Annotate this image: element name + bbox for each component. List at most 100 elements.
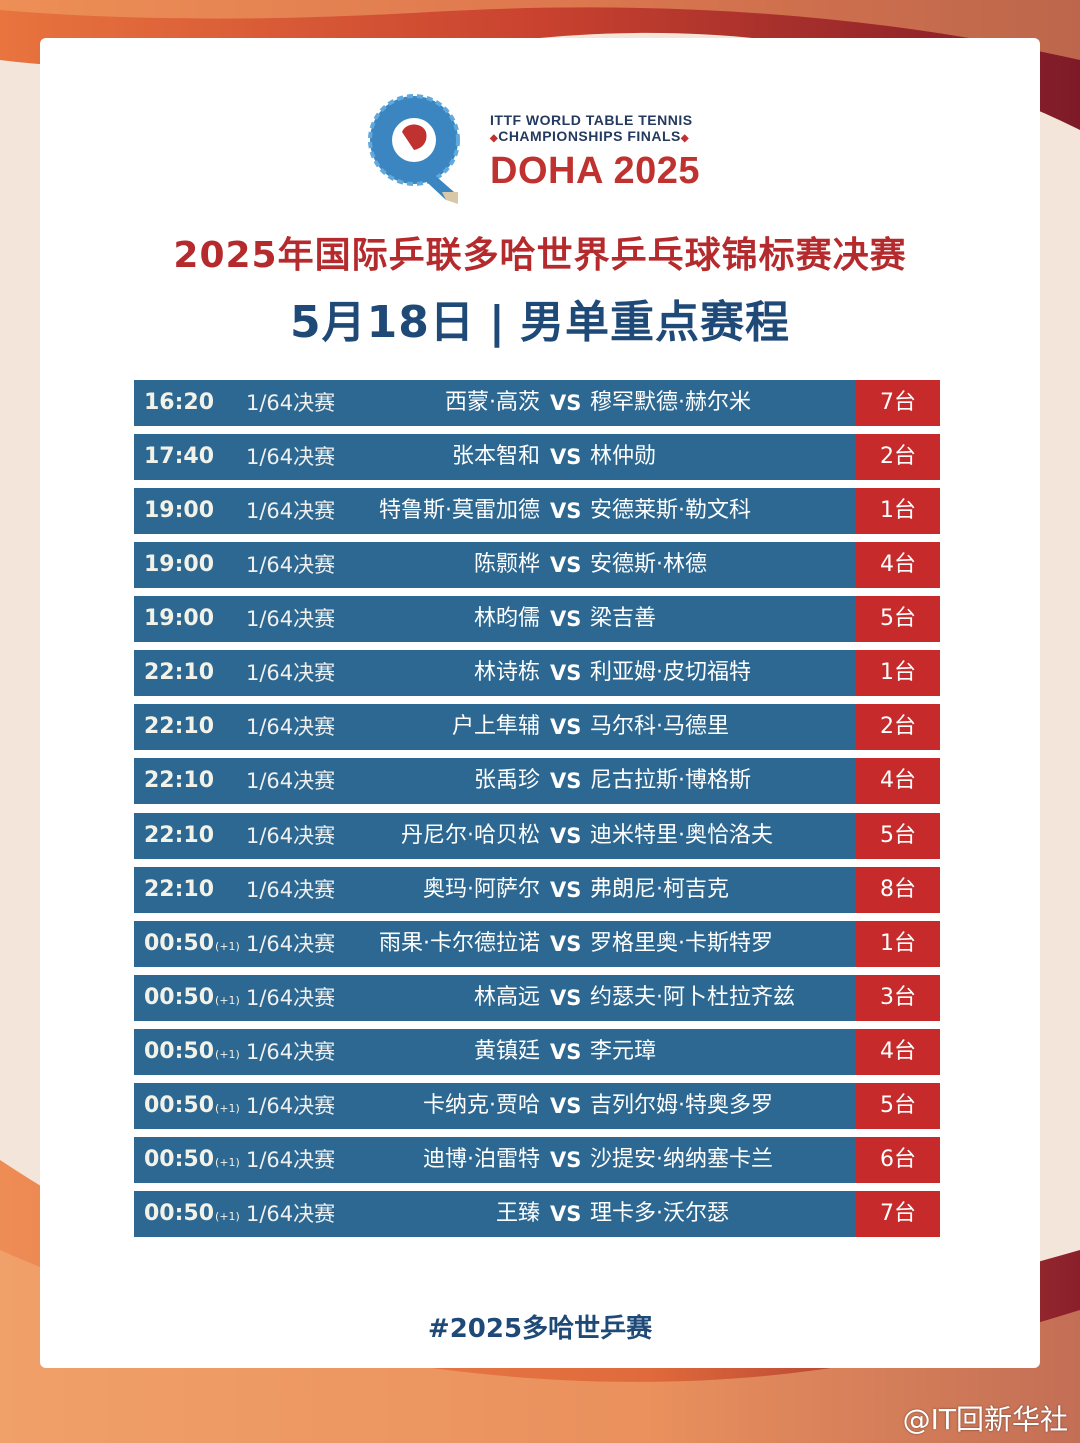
player-1: 陈颢桦	[473, 552, 540, 578]
player-2: 迪米特里·奥恰洛夫	[590, 822, 773, 848]
table-number-badge: 1台	[856, 650, 940, 697]
vs-label: VS	[550, 1201, 582, 1226]
match-round: 1/64决赛	[246, 877, 336, 902]
player-2: 利亚姆·皮切福特	[590, 660, 751, 686]
match-time: 00:50(+1)	[144, 1083, 240, 1132]
match-round: 1/64决赛	[246, 499, 336, 524]
match-row: 00:50(+1) 1/64决赛 迪博·泊雷特 VS 沙提安·纳纳塞卡兰 6台	[134, 1136, 940, 1183]
match-time: 00:50(+1)	[144, 921, 240, 970]
match-round: 1/64决赛	[246, 1147, 336, 1172]
table-number-badge: 5台	[856, 596, 940, 643]
hashtag: #2025多哈世乒赛	[427, 1314, 653, 1344]
match-time: 22:10	[144, 650, 215, 699]
match-row: 22:10 1/64决赛 户上隼辅 VS 马尔科·马德里 2台	[134, 704, 940, 753]
match-row: 19:00 1/64决赛 林昀儒 VS 梁吉善 5台	[134, 596, 940, 643]
match-time: 00:50(+1)	[144, 975, 240, 1024]
page-subtitle: 5月18日 | 男单重点赛程	[0, 286, 1080, 350]
player-1: 林高远	[473, 984, 540, 1010]
match-time-value: 19:00	[144, 498, 215, 524]
player-2: 安德斯·林德	[590, 552, 707, 578]
player-2: 理卡多·沃尔瑟	[590, 1200, 729, 1226]
logo-line-2: ◆CHAMPIONSHIPS FINALS◆	[490, 128, 700, 147]
match-time-value: 19:00	[144, 552, 215, 578]
table-number-badge: 1台	[856, 920, 940, 967]
player-2: 约瑟夫·阿卜杜拉齐兹	[590, 984, 795, 1010]
match-time-value: 17:40	[144, 444, 215, 470]
next-day-marker: (+1)	[215, 993, 240, 1007]
match-time-value: 22:10	[144, 822, 215, 848]
vs-label: VS	[550, 931, 582, 956]
match-round: 1/64决赛	[246, 715, 336, 740]
vs-label: VS	[550, 445, 582, 470]
match-round: 1/64决赛	[246, 985, 336, 1010]
player-2: 马尔科·马德里	[590, 714, 729, 740]
match-row: 00:50(+1) 1/64决赛 王臻 VS 理卡多·沃尔瑟 7台	[134, 1190, 940, 1237]
page-title: 2025年国际乒联多哈世界乒乓球锦标赛决赛	[173, 235, 907, 276]
match-row: 16:20 1/64决赛 西蒙·高茨 VS 穆罕默德·赫尔米 7台	[134, 380, 940, 426]
player-1: 奥玛·阿萨尔	[423, 876, 540, 902]
player-1: 林诗栋	[473, 660, 540, 686]
logo-line-3: DOHA 2025	[490, 150, 701, 192]
match-round: 1/64决赛	[246, 1093, 336, 1118]
player-2: 弗朗尼·柯吉克	[590, 876, 729, 902]
player-1: 雨果·卡尔德拉诺	[379, 930, 540, 956]
table-number-badge: 8台	[856, 866, 940, 913]
match-time: 22:10	[144, 867, 215, 916]
match-time-value: 16:20	[144, 390, 215, 415]
table-number-badge: 4台	[856, 758, 940, 805]
player-2: 吉列尔姆·特奥多罗	[590, 1092, 773, 1118]
match-time: 19:00	[144, 488, 215, 537]
match-time: 22:10	[144, 813, 215, 862]
vs-label: VS	[550, 1039, 582, 1064]
logo-line-2-text: CHAMPIONSHIPS FINALS	[498, 128, 681, 144]
subtitle-separator: |	[488, 297, 506, 348]
match-row: 00:50(+1) 1/64决赛 林高远 VS 约瑟夫·阿卜杜拉齐兹 3台	[134, 974, 940, 1024]
match-time-value: 19:00	[144, 606, 215, 632]
player-2: 林仲勋	[590, 444, 657, 470]
table-number-badge: 4台	[856, 1028, 940, 1075]
match-time-value: 00:50	[144, 1092, 215, 1118]
match-row: 17:40 1/64决赛 张本智和 VS 林仲勋 2台	[134, 434, 940, 481]
vs-label: VS	[550, 823, 582, 848]
player-2: 李元璋	[590, 1038, 657, 1064]
table-number-badge: 4台	[856, 542, 940, 589]
player-1: 西蒙·高茨	[445, 390, 540, 415]
match-row: 00:50(+1) 1/64决赛 雨果·卡尔德拉诺 VS 罗格里奥·卡斯特罗 1台	[134, 920, 940, 970]
match-time-value: 00:50	[144, 1146, 215, 1172]
vs-label: VS	[550, 553, 582, 578]
match-time-value: 00:50	[144, 1038, 215, 1064]
match-time-value: 22:10	[144, 876, 215, 902]
match-row: 22:10 1/64决赛 奥玛·阿萨尔 VS 弗朗尼·柯吉克 8台	[134, 866, 940, 916]
match-round: 1/64决赛	[246, 769, 336, 794]
table-number-badge: 5台	[856, 1082, 940, 1129]
player-1: 特鲁斯·莫雷加德	[379, 498, 540, 524]
match-time: 22:10	[144, 704, 215, 753]
match-round: 1/64决赛	[246, 607, 336, 632]
next-day-marker: (+1)	[215, 939, 240, 953]
match-row: 22:10 1/64决赛 丹尼尔·哈贝松 VS 迪米特里·奥恰洛夫 5台	[134, 812, 940, 862]
player-2: 穆罕默德·赫尔米	[590, 390, 751, 415]
table-number-badge: 2台	[856, 434, 940, 481]
vs-label: VS	[550, 769, 582, 794]
player-1: 王臻	[495, 1200, 540, 1226]
player-1: 张禹珍	[473, 768, 540, 794]
match-time-value: 00:50	[144, 930, 215, 956]
diamond-icon: ◆	[680, 133, 690, 144]
diamond-icon: ◆	[490, 133, 499, 144]
player-1: 丹尼尔·哈贝松	[401, 822, 540, 848]
vs-label: VS	[550, 1147, 582, 1172]
match-time: 16:20	[144, 380, 215, 429]
vs-label: VS	[550, 877, 582, 902]
table-number-badge: 2台	[856, 704, 940, 751]
vs-label: VS	[550, 661, 582, 686]
next-day-marker: (+1)	[215, 1155, 240, 1169]
match-row: 22:10 1/64决赛 林诗栋 VS 利亚姆·皮切福特 1台	[134, 650, 940, 699]
vs-label: VS	[550, 985, 582, 1010]
player-2: 罗格里奥·卡斯特罗	[590, 930, 773, 956]
player-1: 卡纳克·贾哈	[423, 1092, 540, 1118]
match-row: 00:50(+1) 1/64决赛 黄镇廷 VS 李元璋 4台	[134, 1028, 940, 1075]
match-time-value: 22:10	[144, 768, 215, 794]
match-round: 1/64决赛	[246, 553, 336, 578]
player-1: 迪博·泊雷特	[423, 1146, 540, 1172]
player-2: 安德莱斯·勒文科	[590, 498, 751, 524]
